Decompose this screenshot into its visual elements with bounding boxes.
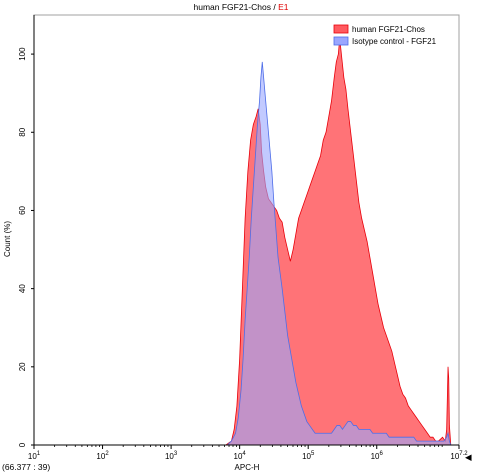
chart-title-main: human FGF21-Chos xyxy=(194,2,271,12)
scroll-end-arrow[interactable]: ◀ xyxy=(465,452,472,462)
x-tick-label: 103 xyxy=(165,451,178,461)
y-tick-label: 20 xyxy=(18,362,27,371)
legend-swatch-1 xyxy=(333,24,349,34)
y-tick-label: 40 xyxy=(18,284,27,293)
x-tick-label: 105 xyxy=(302,451,315,461)
x-axis-label: APC-H xyxy=(235,463,260,472)
legend-label-2: Isotype control - FGF21 xyxy=(352,37,437,46)
x-tick-label: 106 xyxy=(371,451,384,461)
x-tick-label: 104 xyxy=(234,451,247,461)
chart-title-separator: / xyxy=(271,2,278,12)
series-area-2 xyxy=(226,61,452,446)
x-tick-label: 107.2 xyxy=(450,451,468,461)
cursor-coordinates: (66.377 : 39) xyxy=(2,462,50,472)
x-tick-label: 101 xyxy=(28,451,41,461)
y-tick-label: 0 xyxy=(18,442,27,447)
legend-label-1: human FGF21-Chos xyxy=(352,25,425,34)
axis-layer: 0 20 40 60 80 100 101 102 103 104 105 106 107.2 xyxy=(18,15,468,461)
legend-swatch-2 xyxy=(333,36,349,46)
y-tick-label: 80 xyxy=(18,127,27,136)
legend: human FGF21-Chos Isotype control - FGF21 xyxy=(333,24,437,46)
chart-title: human FGF21-Chos / E1 xyxy=(194,2,289,12)
series-layer xyxy=(224,38,452,446)
x-tick-label: 102 xyxy=(96,451,109,461)
chart-title-gate: E1 xyxy=(278,2,289,12)
y-axis-label: Count (%) xyxy=(3,221,12,257)
y-tick-label: 100 xyxy=(18,47,27,61)
y-tick-label: 60 xyxy=(18,205,27,214)
